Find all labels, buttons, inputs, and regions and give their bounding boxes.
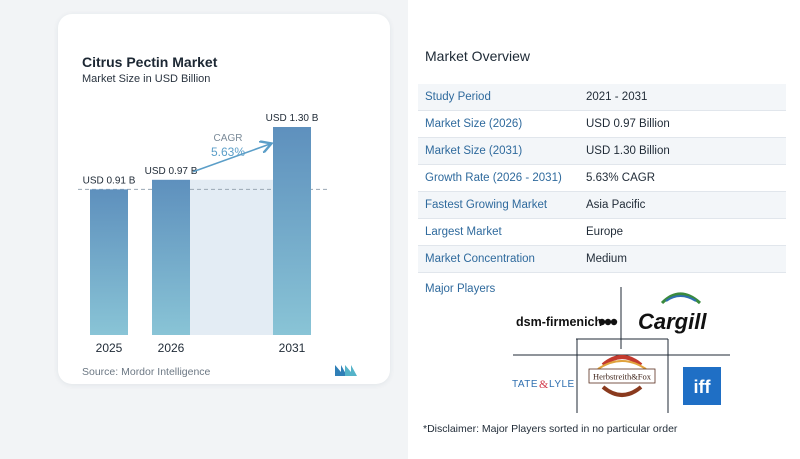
row-label: Study Period [425, 91, 491, 103]
overview-table: Study Period 2021 - 2031 Market Size (20… [418, 84, 786, 273]
row-label: Fastest Growing Market [425, 199, 548, 211]
cagr-value: 5.63% [211, 145, 245, 159]
dsm-firmenich-text: dsm-firmenich [516, 315, 602, 329]
chart-subtitle: Market Size in USD Billion [82, 73, 211, 85]
row-label: Growth Rate (2026 - 2031) [425, 172, 562, 184]
data-label-2025: USD 0.91 B [83, 175, 136, 186]
major-players-grid: dsm-firmenich Cargill TATE & LYLE Herbst… [512, 287, 730, 413]
cagr-label: CAGR [214, 133, 243, 144]
market-overview-panel: Market Overview Study Period 2021 - 2031… [408, 0, 800, 459]
chart-card: Citrus Pectin Market Market Size in USD … [58, 14, 390, 384]
row-value: USD 0.97 Billion [586, 118, 670, 130]
row-label: Market Concentration [425, 253, 535, 265]
bar-chart: USD 0.91 B 2025 USD 0.97 B 2026 USD 1.30 B 20… [78, 113, 328, 355]
disclaimer: *Disclaimer: Major Players sorted in no … [423, 423, 678, 435]
row-value: USD 1.30 Billion [586, 145, 670, 157]
ampersand-icon: & [539, 377, 549, 391]
table-row: Study Period 2021 - 2031 [418, 84, 786, 111]
source-note: Source: Mordor Intelligence [82, 366, 211, 378]
iff-logo: iff [683, 367, 721, 405]
chart-title: Citrus Pectin Market [82, 54, 218, 70]
overview-title: Market Overview [425, 48, 531, 64]
major-players-title: Major Players [425, 283, 496, 295]
table-row: Market Size (2031) USD 1.30 Billion [418, 138, 786, 165]
herbstreith-arc-icon [597, 360, 647, 370]
herbstreith-arc-icon [601, 385, 643, 397]
data-label-2026: USD 0.97 B [145, 166, 198, 177]
tate-and-lyle-logo: TATE & LYLE [512, 377, 575, 391]
table-row: Largest Market Europe [418, 219, 786, 246]
iff-text: iff [694, 377, 712, 397]
dsm-dot-icon [604, 318, 612, 326]
table-row: Market Size (2026) USD 0.97 Billion [418, 111, 786, 138]
x-tick-2025: 2025 [96, 341, 123, 355]
herbstreith-fox-logo: Herbstreith&Fox [588, 355, 656, 397]
cargill-logo: Cargill [638, 292, 707, 334]
cargill-leaf-icon [665, 295, 697, 302]
herbstreith-arc-icon [601, 355, 643, 367]
row-value: 5.63% CAGR [586, 172, 656, 184]
row-label: Largest Market [425, 226, 502, 238]
dsm-firmenich-logo: dsm-firmenich [516, 315, 618, 329]
bar-2025 [90, 189, 128, 335]
growth-region [190, 179, 273, 335]
x-tick-2031: 2031 [279, 341, 306, 355]
table-row: Growth Rate (2026 - 2031) 5.63% CAGR [418, 165, 786, 192]
dsm-dot-icon [610, 318, 618, 326]
dsm-dot-icon [598, 318, 606, 326]
row-label: Market Size (2026) [425, 118, 523, 130]
tate-text: TATE [512, 379, 538, 390]
data-label-2031: USD 1.30 B [266, 113, 319, 124]
row-value: Asia Pacific [586, 199, 646, 211]
cargill-text: Cargill [638, 309, 707, 334]
table-row: Fastest Growing Market Asia Pacific [418, 192, 786, 219]
lyle-text: LYLE [549, 379, 575, 390]
row-value: Medium [586, 253, 627, 265]
x-tick-2026: 2026 [158, 341, 185, 355]
herbstreith-text: Herbstreith&Fox [593, 372, 652, 382]
table-row: Market Concentration Medium [418, 246, 786, 273]
row-label: Market Size (2031) [425, 145, 523, 157]
iff-square [683, 367, 721, 405]
row-value: Europe [586, 226, 624, 238]
cargill-leaf-icon [660, 292, 702, 305]
bar-2031 [273, 127, 311, 335]
row-value: 2021 - 2031 [586, 91, 648, 103]
cagr-arrow [192, 144, 270, 173]
mordor-intelligence-logo [335, 365, 357, 376]
bar-2026 [152, 179, 190, 335]
herbstreith-banner [588, 368, 656, 384]
